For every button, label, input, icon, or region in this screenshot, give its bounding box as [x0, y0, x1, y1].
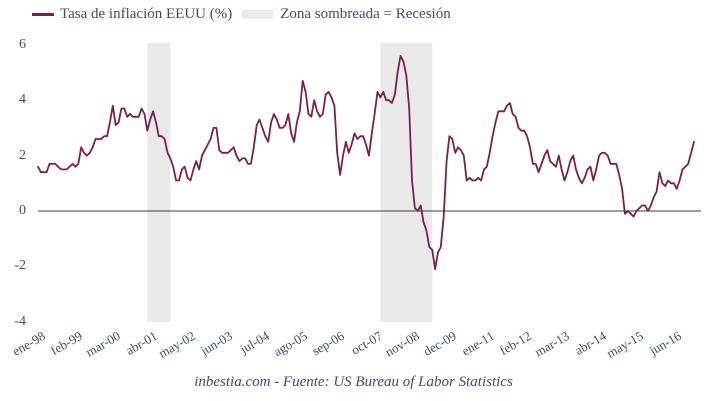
recession-band [147, 43, 171, 322]
recession-band-swatch [242, 9, 274, 19]
y-tick-label: 2 [19, 147, 26, 163]
y-tick-label: 6 [19, 36, 26, 52]
y-tick-label: 0 [19, 203, 26, 218]
recession-legend-label: Zona sombreada = Recesión [280, 5, 451, 22]
inflation-line [37, 55, 695, 271]
series-legend-label: Tasa de inflación EEUU (%) [60, 5, 233, 22]
y-tick-label: 4 [19, 92, 26, 108]
y-tick-label: -4 [14, 313, 26, 329]
source-caption: inbestia.com - Fuente: US Bureau of Labo… [194, 374, 513, 390]
series-line-swatch [32, 12, 54, 16]
y-tick-label: -2 [14, 258, 26, 274]
recession-band [380, 43, 433, 322]
chart-legend: Tasa de inflación EEUU (%) Zona sombread… [32, 4, 451, 24]
